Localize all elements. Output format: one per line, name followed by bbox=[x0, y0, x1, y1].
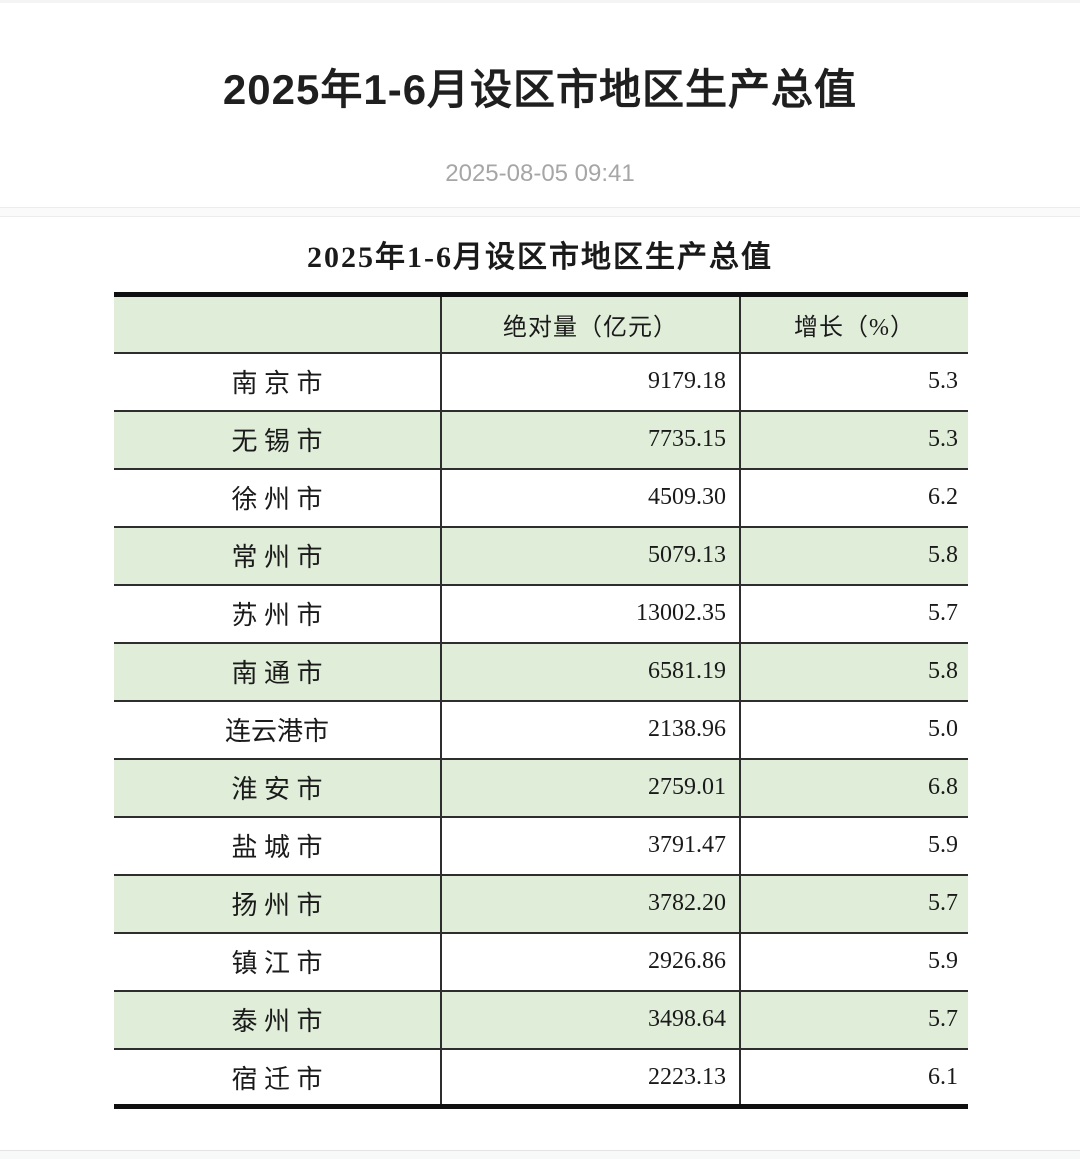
page-footer bbox=[0, 1150, 1080, 1159]
table-row: 常 州 市 5079.13 5.8 bbox=[114, 526, 968, 585]
growth-cell: 5.8 bbox=[928, 658, 958, 685]
table-row: 扬 州 市 3782.20 5.7 bbox=[114, 874, 968, 933]
city-cell: 淮 安 市 bbox=[114, 758, 442, 817]
page-title: 2025年1-6月设区市地区生产总值 bbox=[222, 66, 858, 113]
growth-cell: 5.7 bbox=[928, 600, 958, 627]
value-cell: 2926.86 bbox=[441, 932, 741, 991]
growth-cell: 5.7 bbox=[928, 1006, 958, 1033]
city-cell: 扬 州 市 bbox=[114, 874, 442, 933]
growth-cell: 5.8 bbox=[928, 542, 958, 569]
table-row: 盐 城 市 3791.47 5.9 bbox=[114, 816, 968, 875]
value-cell: 2138.96 bbox=[441, 700, 741, 759]
city-cell: 泰 州 市 bbox=[114, 990, 442, 1049]
table-row: 淮 安 市 2759.01 6.8 bbox=[114, 758, 968, 817]
value-cell: 2223.13 bbox=[441, 1048, 741, 1107]
table-row: 徐 州 市 4509.30 6.2 bbox=[114, 468, 968, 527]
city-cell: 镇 江 市 bbox=[114, 932, 442, 991]
table-header-row: 绝对量（亿元） 增长（%） bbox=[114, 294, 968, 353]
value-cell: 3791.47 bbox=[441, 816, 741, 875]
growth-cell: 5.9 bbox=[928, 948, 958, 975]
col-header-absolute: 绝对量（亿元） bbox=[441, 294, 741, 353]
gdp-table: 绝对量（亿元） 增长（%） 南 京 市 9179.18 5.3 无 锡 市 77… bbox=[114, 292, 968, 1110]
table-row: 无 锡 市 7735.15 5.3 bbox=[114, 410, 968, 469]
table-header: 绝对量（亿元） 增长（%） bbox=[114, 294, 968, 353]
col-header-region bbox=[114, 294, 442, 353]
publish-datetime: 2025-08-05 09:41 bbox=[445, 160, 635, 188]
growth-cell: 5.9 bbox=[928, 832, 958, 859]
table-body: 南 京 市 9179.18 5.3 无 锡 市 7735.15 5.3 徐 州 … bbox=[114, 352, 968, 1107]
table-caption: 2025年1-6月设区市地区生产总值 bbox=[307, 241, 773, 275]
city-cell: 盐 城 市 bbox=[114, 816, 442, 875]
table-row: 连云港市 2138.96 5.0 bbox=[114, 700, 968, 759]
city-cell: 南 通 市 bbox=[114, 642, 442, 701]
value-cell: 13002.35 bbox=[441, 584, 741, 643]
table-row: 宿 迁 市 2223.13 6.1 bbox=[114, 1048, 968, 1107]
table-row: 镇 江 市 2926.86 5.9 bbox=[114, 932, 968, 991]
value-cell: 4509.30 bbox=[441, 468, 741, 527]
growth-cell: 6.8 bbox=[928, 774, 958, 801]
city-cell: 南 京 市 bbox=[114, 352, 442, 411]
city-cell: 常 州 市 bbox=[114, 526, 442, 585]
value-cell: 3782.20 bbox=[441, 874, 741, 933]
growth-cell: 6.2 bbox=[928, 484, 958, 511]
growth-cell: 6.1 bbox=[928, 1063, 958, 1090]
value-cell: 2759.01 bbox=[441, 758, 741, 817]
city-cell: 无 锡 市 bbox=[114, 410, 442, 469]
table-row: 苏 州 市 13002.35 5.7 bbox=[114, 584, 968, 643]
city-cell: 宿 迁 市 bbox=[114, 1048, 442, 1107]
table-row: 南 通 市 6581.19 5.8 bbox=[114, 642, 968, 701]
growth-cell: 5.3 bbox=[928, 426, 958, 453]
table-row: 南 京 市 9179.18 5.3 bbox=[114, 352, 968, 411]
city-cell: 苏 州 市 bbox=[114, 584, 442, 643]
section-divider bbox=[0, 207, 1080, 218]
city-cell: 徐 州 市 bbox=[114, 468, 442, 527]
value-cell: 7735.15 bbox=[441, 410, 741, 469]
growth-cell: 5.0 bbox=[928, 716, 958, 743]
value-cell: 3498.64 bbox=[441, 990, 741, 1049]
col-header-growth: 增长（%） bbox=[794, 315, 915, 342]
value-cell: 5079.13 bbox=[441, 526, 741, 585]
value-cell: 9179.18 bbox=[441, 352, 741, 411]
city-cell: 连云港市 bbox=[114, 700, 442, 759]
value-cell: 6581.19 bbox=[441, 642, 741, 701]
growth-cell: 5.7 bbox=[928, 890, 958, 917]
table-row: 泰 州 市 3498.64 5.7 bbox=[114, 990, 968, 1049]
growth-cell: 5.3 bbox=[928, 368, 958, 395]
page-top-strip bbox=[0, 0, 1080, 3]
